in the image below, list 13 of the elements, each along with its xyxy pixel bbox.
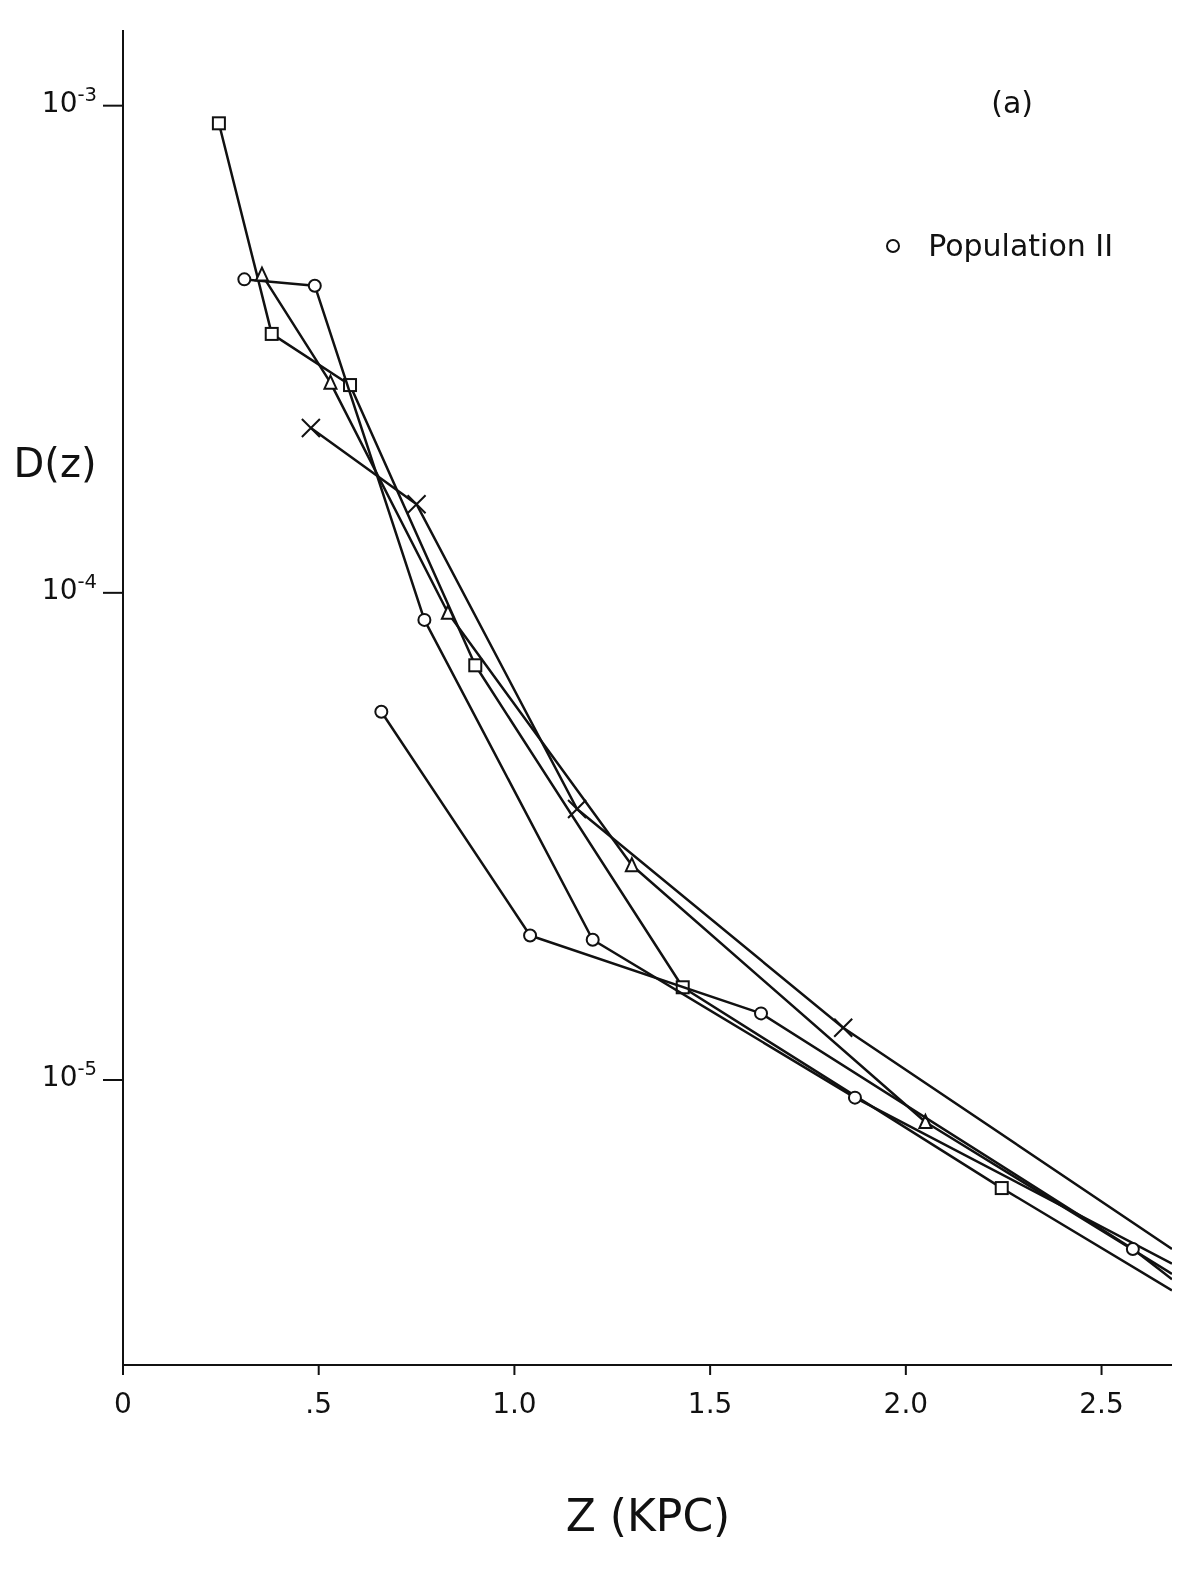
x-tick-label: 1.5	[687, 1387, 733, 1420]
x-tick-label: 1.0	[492, 1387, 537, 1420]
x-tick-label: .5	[305, 1387, 333, 1420]
y-tick-label: 10$^{-4}$	[41, 569, 97, 606]
y-tick-label: 10$^{-5}$	[41, 1056, 97, 1093]
y-tick-label: 10$^{-3}$	[41, 82, 97, 119]
x-tick-label: 2.5	[1079, 1387, 1124, 1420]
x-tick-label: 2.0	[883, 1387, 929, 1420]
x-axis-title: Z (KPC)	[564, 1490, 732, 1541]
legend-label: Population II	[928, 228, 1113, 263]
annotation: (a)	[991, 85, 1033, 120]
y-axis-title: D(z)	[12, 440, 98, 486]
x-tick-label: 0	[114, 1387, 132, 1420]
